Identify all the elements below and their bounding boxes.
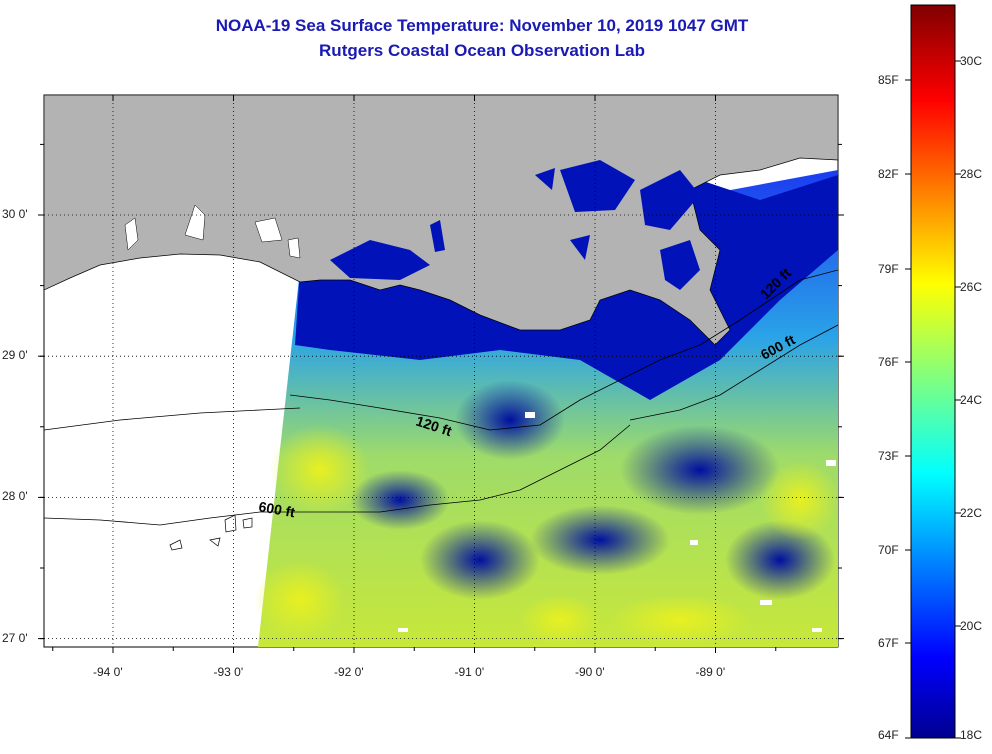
lon-tick-label: -93 0' bbox=[213, 665, 244, 679]
colorbar-f-label: 76F bbox=[878, 355, 899, 369]
colorbar-c-label: 26C bbox=[960, 280, 983, 294]
lat-tick-label: 27 0' bbox=[2, 630, 28, 645]
colorbar-c-label: 28C bbox=[960, 167, 983, 181]
contour-600ft bbox=[44, 407, 301, 431]
colorbar-f-label: 73F bbox=[878, 449, 899, 463]
colorbar-f-label: 82F bbox=[878, 167, 899, 181]
map-title: NOAA-19 Sea Surface Temperature: Novembe… bbox=[215, 16, 749, 35]
contour-600ft-east bbox=[629, 324, 838, 421]
lon-tick-label: -94 0' bbox=[93, 665, 123, 679]
colorbar-f-label: 85F bbox=[878, 73, 899, 87]
lat-tick-label: 30 0' bbox=[2, 207, 28, 221]
contour-shelf-south bbox=[44, 424, 631, 526]
lon-tick-label: -90 0' bbox=[575, 665, 605, 679]
lon-tick-label: -92 0' bbox=[334, 665, 364, 679]
lon-tick-label: -89 0' bbox=[695, 665, 726, 679]
colorbar-f-label: 70F bbox=[878, 543, 899, 557]
colorbar-f-label: 64F bbox=[878, 728, 899, 742]
colorbar-f-label: 79F bbox=[878, 262, 899, 276]
lon-tick-label: -91 0' bbox=[454, 665, 485, 679]
lat-tick-label: 29 0' bbox=[2, 348, 28, 363]
colorbar bbox=[910, 4, 956, 739]
colorbar-c-label: 22C bbox=[960, 506, 983, 520]
contour-120ft bbox=[289, 269, 838, 431]
lat-tick-label: 28 0' bbox=[2, 489, 28, 504]
colorbar-f-label: 67F bbox=[878, 636, 899, 650]
map-subtitle: Rutgers Coastal Ocean Observation Lab bbox=[319, 41, 645, 60]
land bbox=[44, 95, 838, 346]
colorbar-c-label: 30C bbox=[960, 54, 983, 68]
colorbar-c-label: 18C bbox=[960, 728, 983, 742]
contour-label: 600 ft bbox=[257, 498, 296, 520]
colorbar-c-label: 20C bbox=[960, 619, 983, 633]
colorbar-c-label: 24C bbox=[960, 393, 983, 407]
